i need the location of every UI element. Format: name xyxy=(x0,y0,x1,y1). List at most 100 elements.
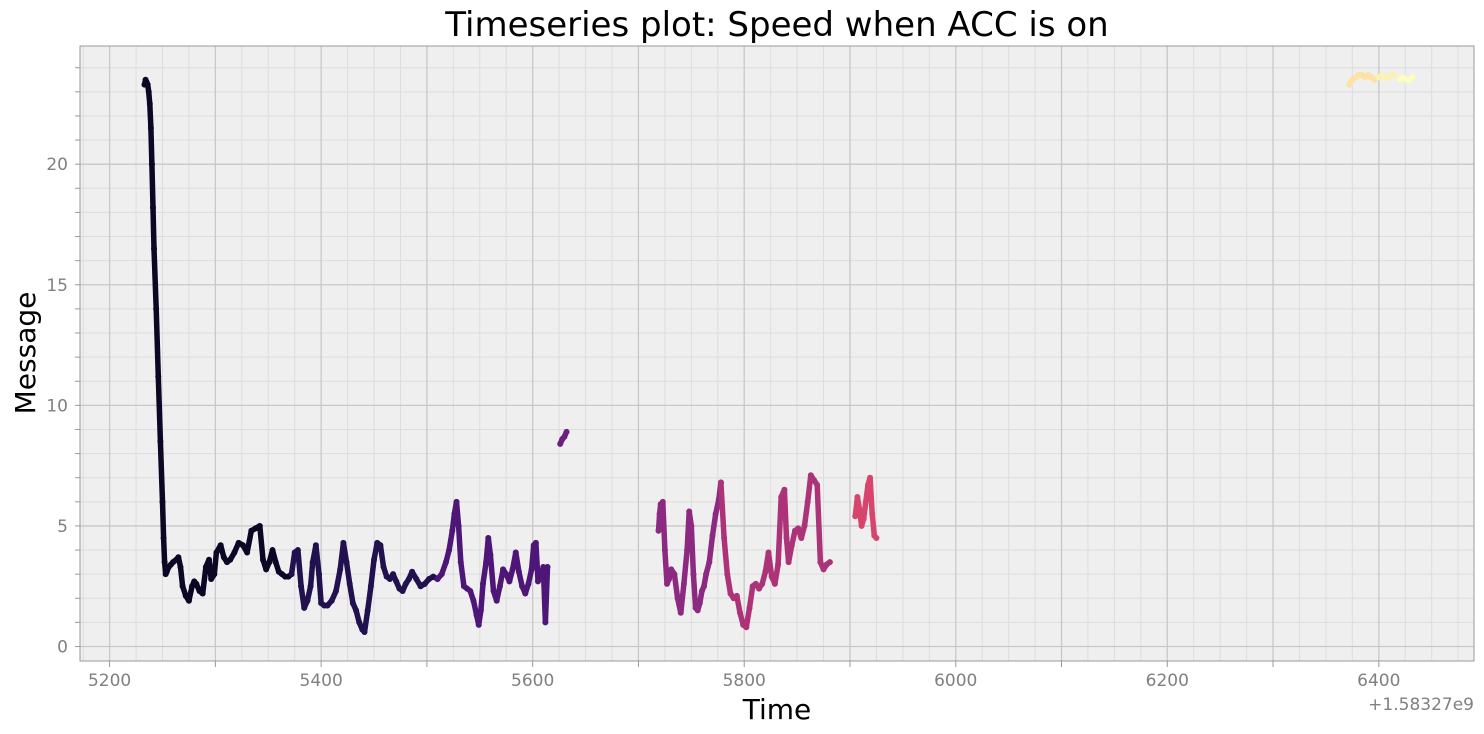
data-point xyxy=(316,571,323,578)
data-point xyxy=(485,535,492,541)
data-point xyxy=(490,588,497,595)
y-tick-label: 5 xyxy=(57,517,68,537)
data-point xyxy=(854,494,861,500)
data-point xyxy=(540,563,547,570)
data-point xyxy=(538,573,545,580)
data-point xyxy=(182,592,189,599)
data-point xyxy=(733,592,740,599)
y-tick-label: 10 xyxy=(46,396,68,416)
data-point xyxy=(1346,81,1353,88)
data-point xyxy=(515,568,522,575)
data-point xyxy=(771,580,778,587)
series-trace xyxy=(434,499,551,628)
data-point xyxy=(213,549,220,556)
chart-title: Timeseries plot: Speed when ACC is on xyxy=(444,5,1108,45)
data-point xyxy=(288,571,295,578)
data-point xyxy=(862,498,869,505)
data-point xyxy=(175,554,182,561)
data-point xyxy=(706,559,713,566)
data-point xyxy=(371,556,378,563)
data-point xyxy=(193,580,200,587)
series-5 xyxy=(717,472,833,631)
data-point xyxy=(434,576,441,582)
x-tick-label: 5800 xyxy=(723,671,766,691)
data-point xyxy=(534,578,541,585)
data-point xyxy=(393,578,400,585)
data-point xyxy=(477,607,484,614)
data-point xyxy=(328,597,335,604)
data-point xyxy=(561,433,568,440)
data-point xyxy=(804,498,811,505)
data-point xyxy=(231,549,238,556)
data-point xyxy=(405,576,412,582)
data-point xyxy=(680,580,687,587)
data-point xyxy=(309,559,316,566)
data-point xyxy=(528,566,535,573)
data-point xyxy=(151,245,158,252)
data-point xyxy=(451,510,458,517)
data-point xyxy=(475,621,482,628)
data-point xyxy=(696,600,703,607)
data-point xyxy=(157,438,164,445)
data-point xyxy=(496,583,503,590)
data-point xyxy=(1409,74,1416,81)
data-point xyxy=(795,525,802,532)
data-point xyxy=(655,527,662,534)
data-point xyxy=(211,571,218,578)
data-point xyxy=(858,522,865,529)
data-point xyxy=(312,542,319,549)
data-point xyxy=(671,571,678,578)
data-point xyxy=(399,588,406,595)
data-point xyxy=(698,588,705,595)
data-point xyxy=(455,522,462,529)
data-point xyxy=(659,498,666,505)
data-point xyxy=(656,510,663,517)
data-point xyxy=(557,440,564,447)
data-point xyxy=(272,559,279,566)
data-point xyxy=(684,547,691,554)
data-point xyxy=(765,549,772,556)
data-point xyxy=(269,547,276,554)
data-point xyxy=(493,597,500,604)
data-point xyxy=(519,583,526,590)
plot-frame xyxy=(79,45,1475,662)
data-point xyxy=(409,568,416,575)
data-point xyxy=(163,568,170,575)
data-point xyxy=(814,481,821,488)
data-point xyxy=(473,612,480,619)
x-tick-label: 5200 xyxy=(88,671,131,691)
data-point xyxy=(688,522,695,529)
tick-layer: 5200 5400 5600 5800 6000 6200 6400 0 5 10 15 20 xyxy=(46,67,1400,691)
y-tick-label: 20 xyxy=(46,155,68,175)
data-point xyxy=(820,566,827,573)
data-point xyxy=(727,590,734,597)
data-point xyxy=(202,563,209,570)
data-point xyxy=(724,571,731,578)
data-point xyxy=(736,609,743,616)
data-point xyxy=(413,576,420,582)
data-point xyxy=(147,125,154,131)
data-point xyxy=(500,566,507,573)
data-point xyxy=(785,559,792,566)
data-point xyxy=(343,559,350,566)
series-6 xyxy=(852,474,880,541)
data-point xyxy=(361,629,368,636)
data-point xyxy=(356,619,363,626)
series-2 xyxy=(434,498,551,628)
data-point xyxy=(703,571,710,578)
data-point xyxy=(487,551,494,558)
series-9 xyxy=(1396,74,1416,83)
data-point xyxy=(864,481,871,488)
data-point xyxy=(512,549,519,556)
data-point xyxy=(259,556,266,563)
data-point xyxy=(746,604,753,611)
data-point xyxy=(239,542,246,549)
data-point xyxy=(783,535,790,541)
data-point xyxy=(712,510,719,517)
data-point xyxy=(479,580,486,587)
data-point xyxy=(509,566,516,573)
data-point xyxy=(337,566,344,573)
data-point xyxy=(199,590,206,597)
data-point xyxy=(146,100,153,107)
data-point xyxy=(380,563,387,570)
